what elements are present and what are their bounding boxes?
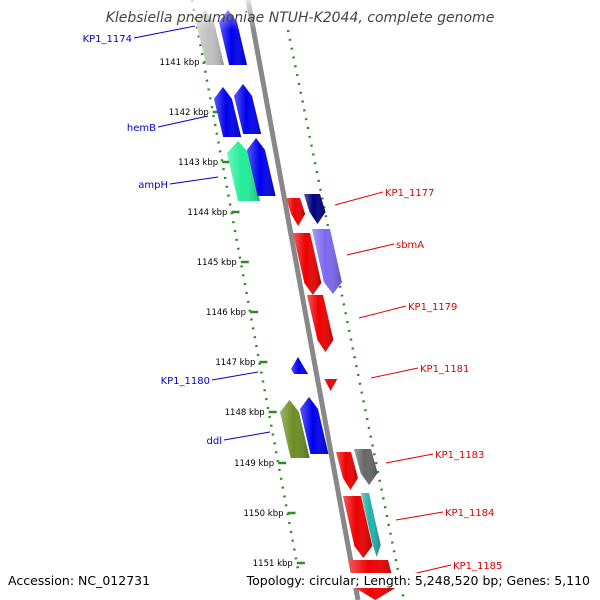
label-kp1_1184-leader bbox=[396, 512, 443, 520]
genome-map[interactable]: 1141 kbp 1142 kbp 1143 kbp 1144 kbp 1145 kbp… bbox=[0, 0, 600, 600]
label-kp1_1180[interactable]: KP1_1180 bbox=[161, 376, 210, 387]
label-kp1_1181[interactable]: KP1_1181 bbox=[420, 364, 469, 375]
gene-reverse-kp1_1181[interactable] bbox=[322, 379, 337, 391]
label-kp1_1180-leader bbox=[212, 372, 258, 380]
kbp-label: 1145 kbp bbox=[197, 258, 237, 268]
kbp-label: 1147 kbp bbox=[215, 358, 255, 368]
label-sbma-leader bbox=[347, 244, 394, 255]
label-hemb[interactable]: hemB bbox=[127, 123, 156, 134]
kbp-label: 1142 kbp bbox=[169, 108, 209, 118]
topology-text: Topology: circular; Length: 5,248,520 bp… bbox=[245, 573, 592, 588]
label-layer: 1141 kbp 1142 kbp 1143 kbp 1144 kbp 1145 kbp… bbox=[83, 34, 503, 572]
label-kp1_1185[interactable]: KP1_1185 bbox=[453, 561, 502, 572]
label-kp1_1184[interactable]: KP1_1184 bbox=[445, 508, 494, 519]
kbp-label: 1144 kbp bbox=[187, 208, 227, 218]
label-ddl-leader bbox=[224, 432, 270, 440]
label-kp1_1179[interactable]: KP1_1179 bbox=[408, 302, 457, 313]
kbp-label: 1150 kbp bbox=[243, 509, 283, 519]
label-kp1_1179-leader bbox=[359, 306, 406, 318]
kbp-label: 1151 kbp bbox=[253, 559, 293, 569]
label-amph[interactable]: ampH bbox=[138, 180, 168, 191]
kbp-label: 1141 kbp bbox=[159, 58, 199, 68]
label-kp1_1174[interactable]: KP1_1174 bbox=[83, 34, 132, 45]
label-kp1_1181-leader bbox=[371, 368, 418, 378]
label-kp1_1183-leader bbox=[386, 454, 433, 463]
map-title: Klebsiella pneumoniae NTUH-K2044, comple… bbox=[106, 10, 495, 26]
gene-layer bbox=[196, 10, 395, 600]
accession-text: Accession: NC_012731 bbox=[6, 573, 152, 588]
label-kp1_1177-leader bbox=[335, 192, 383, 205]
kbp-label: 1143 kbp bbox=[178, 158, 218, 168]
kbp-label: 1146 kbp bbox=[206, 308, 246, 318]
kbp-label: 1149 kbp bbox=[234, 459, 274, 469]
label-sbma[interactable]: sbmA bbox=[396, 240, 424, 251]
left-track-line bbox=[192, 0, 300, 580]
gene-forward-kp1_1180[interactable] bbox=[291, 357, 308, 374]
kbp-label: 1148 kbp bbox=[225, 408, 265, 418]
label-amph-leader bbox=[170, 177, 218, 184]
label-kp1_1183[interactable]: KP1_1183 bbox=[435, 450, 484, 461]
label-ddl[interactable]: ddl bbox=[207, 436, 222, 447]
label-kp1_1177[interactable]: KP1_1177 bbox=[385, 188, 434, 199]
